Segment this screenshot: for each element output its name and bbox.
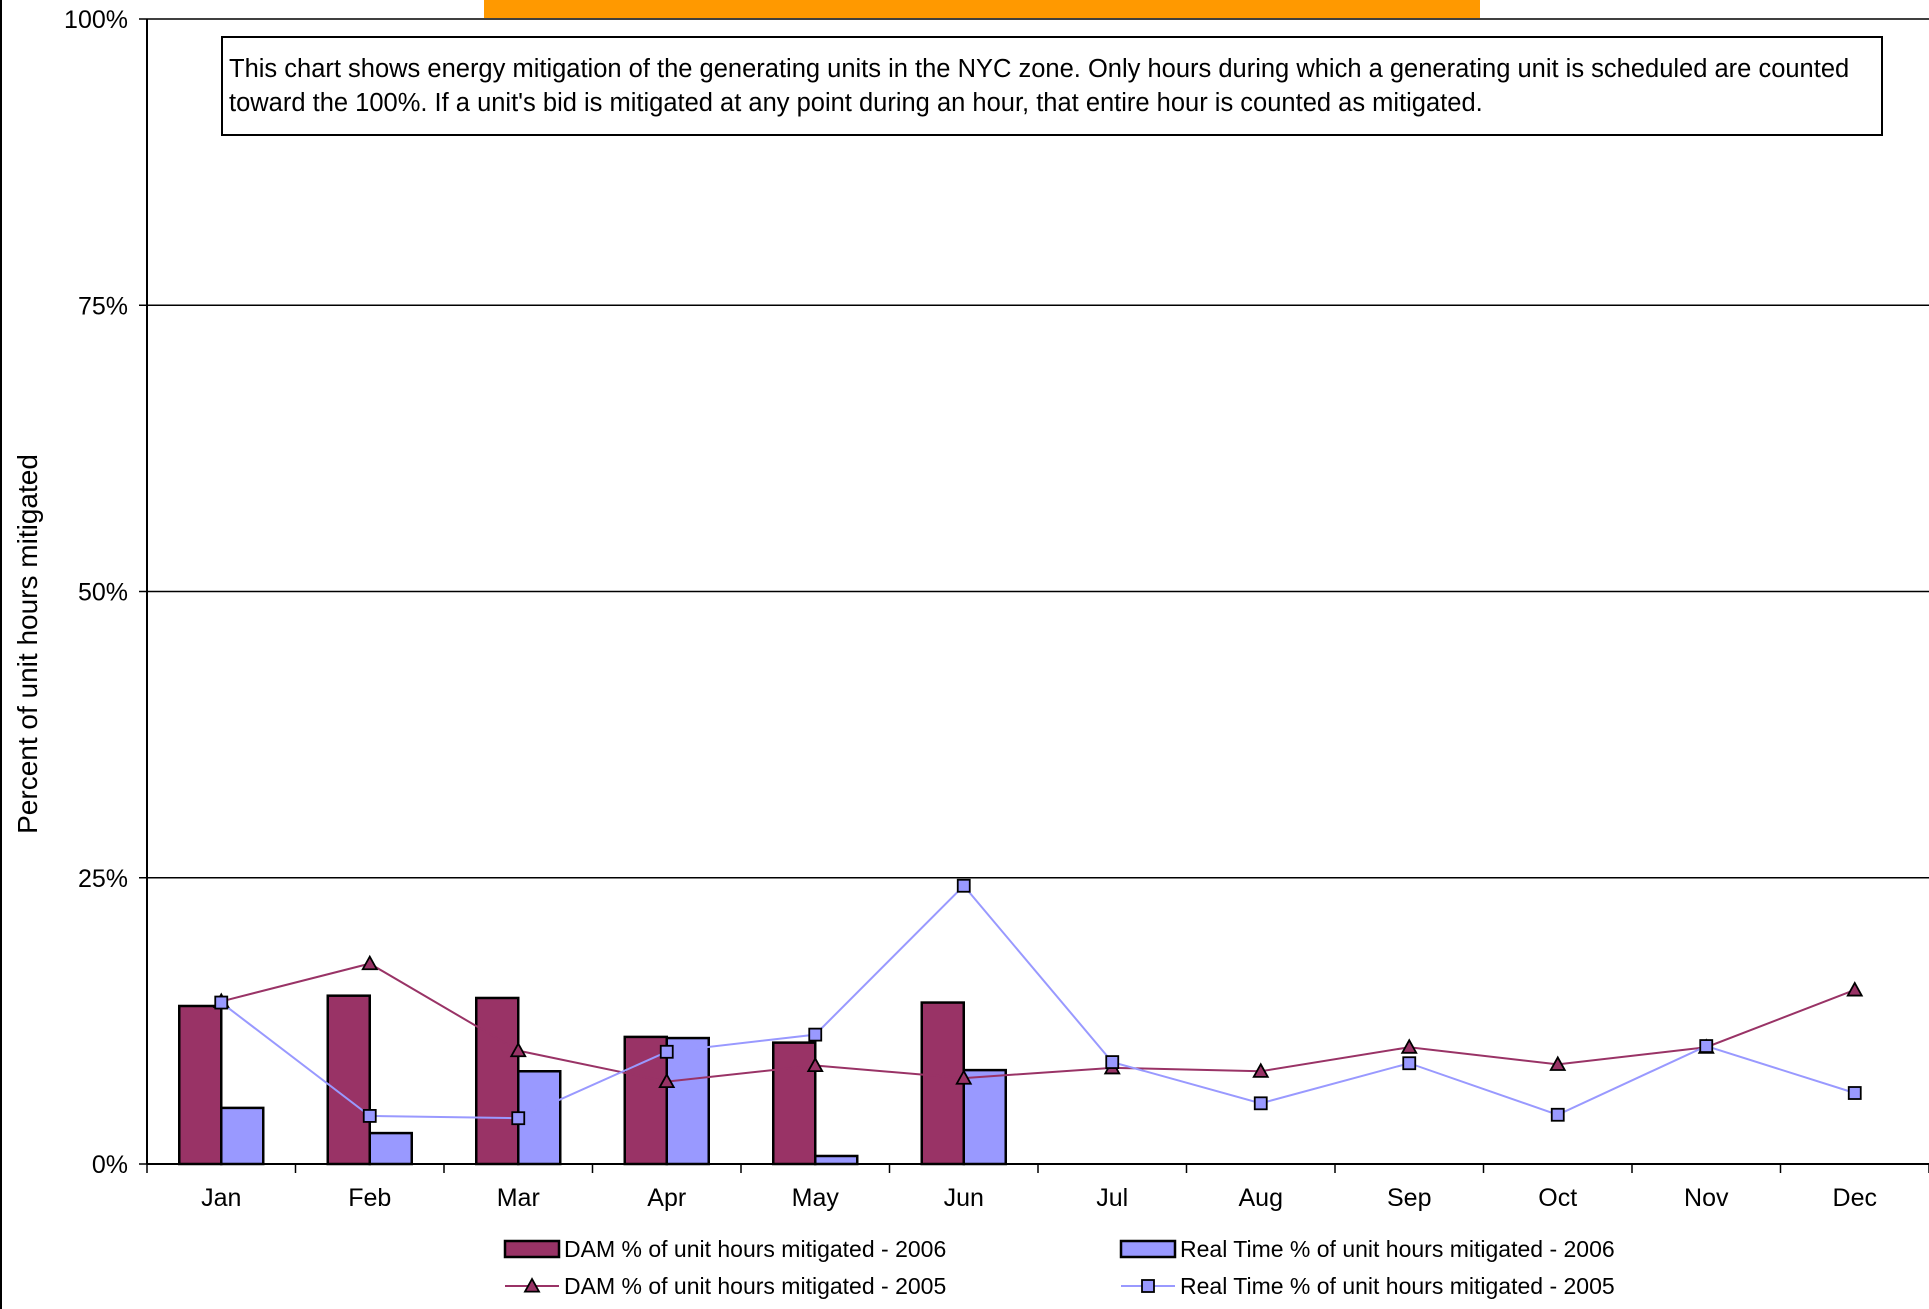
legend-swatch-1 (1119, 1239, 1177, 1259)
bar-dam-2006-jan (178, 1004, 223, 1166)
legend-marker-2 (523, 1277, 541, 1293)
line-dam-2005 (221, 962, 1856, 1083)
point-rt-2005-may (808, 1027, 823, 1042)
legend-label-2: DAM % of unit hours mitigated - 2005 (564, 1273, 946, 1299)
point-rt-2005-nov (1699, 1039, 1714, 1053)
bar-dam-2006-feb (326, 994, 371, 1166)
x-tick-label-may: May (792, 1184, 840, 1212)
bars-layer (178, 994, 1007, 1166)
chart-annotation-note: This chart shows energy mitigation of th… (221, 36, 1883, 136)
axes-layer: 0% 25% 50% 75% 100% Jan Feb Mar Apr May Jun Jul Aug S… (64, 6, 1929, 1212)
legend-marker-3 (1141, 1279, 1155, 1293)
x-tick-label-jul: Jul (1096, 1184, 1128, 1212)
point-rt-2005-aug (1253, 1096, 1268, 1111)
legend-swatch-0 (503, 1239, 561, 1259)
point-rt-2005-jun (956, 878, 971, 893)
y-tick-label: 100% (64, 6, 128, 34)
bar-rt-2006-may (814, 1154, 859, 1166)
y-tick-label: 75% (78, 292, 128, 320)
bar-rt-2006-jun (962, 1068, 1007, 1166)
x-tick-label-oct: Oct (1538, 1184, 1577, 1212)
x-tick-label-sep: Sep (1387, 1184, 1431, 1212)
x-tick-label-nov: Nov (1684, 1184, 1729, 1212)
bar-dam-2006-may (772, 1041, 817, 1166)
gridlines (147, 18, 1929, 879)
legend: DAM % of unit hours mitigated - 2006 Real… (503, 1236, 1615, 1299)
point-rt-2005-mar (511, 1111, 526, 1126)
lines-layer (212, 878, 1864, 1126)
legend-label-1: Real Time % of unit hours mitigated - 20… (1180, 1236, 1615, 1262)
x-tick-label-apr: Apr (647, 1184, 686, 1212)
x-tick-label-mar: Mar (497, 1184, 540, 1212)
point-rt-2005-dec (1847, 1086, 1862, 1100)
point-dam-2005-sep (1400, 1038, 1418, 1054)
point-rt-2005-apr (659, 1044, 674, 1059)
point-rt-2005-sep (1402, 1056, 1417, 1071)
point-rt-2005-jul (1105, 1055, 1120, 1069)
x-tick-label-jan: Jan (201, 1184, 241, 1212)
point-dam-2005-may (806, 1056, 824, 1073)
legend-label-0: DAM % of unit hours mitigated - 2006 (564, 1236, 946, 1262)
x-tick-label-jun: Jun (944, 1184, 984, 1212)
line-rt-2005 (220, 884, 1856, 1120)
point-rt-2005-feb (362, 1109, 377, 1123)
y-tick-label: 0% (92, 1151, 128, 1179)
point-dam-2005-mar (509, 1041, 527, 1058)
point-rt-2005-jan (214, 995, 229, 1010)
point-rt-2005-oct (1550, 1107, 1565, 1122)
x-tick-label-feb: Feb (348, 1184, 391, 1212)
bar-rt-2006-feb (368, 1131, 413, 1166)
x-tick-label-aug: Aug (1239, 1184, 1283, 1212)
x-tick-label-dec: Dec (1833, 1184, 1877, 1212)
point-dam-2005-dec (1846, 981, 1864, 997)
y-tick-label: 25% (78, 865, 128, 893)
point-dam-2005-oct (1549, 1055, 1567, 1071)
point-dam-2005-apr (658, 1072, 676, 1089)
point-dam-2005-jun (955, 1069, 973, 1085)
bar-rt-2006-jan (220, 1106, 265, 1166)
point-dam-2005-feb (361, 954, 379, 971)
bar-dam-2006-mar (475, 996, 520, 1166)
point-dam-2005-aug (1252, 1062, 1270, 1078)
y-axis-title: Percent of unit hours mitigated (12, 454, 43, 834)
bar-rt-2006-mar (517, 1070, 562, 1166)
chart-title-band (484, 0, 1480, 18)
y-tick-label: 50% (78, 579, 128, 607)
left-frame-edge (0, 0, 2, 1309)
legend-label-3: Real Time % of unit hours mitigated - 20… (1180, 1273, 1615, 1299)
